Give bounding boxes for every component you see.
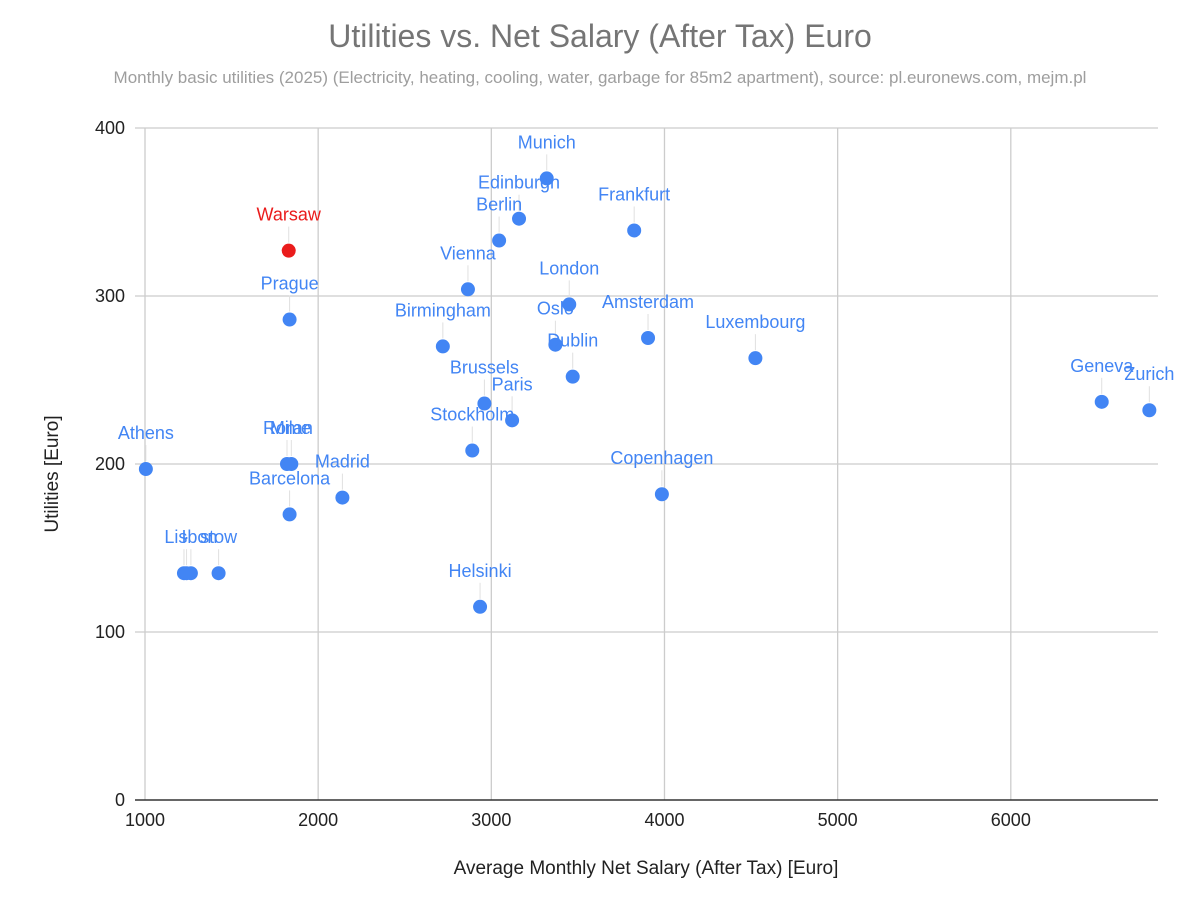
x-tick-label: 1000 [125,810,165,830]
data-point [492,233,507,248]
point-label: Luxembourg [705,312,805,332]
point-label: Edinburgh [478,173,560,193]
point-label: Copenhagen [610,448,713,468]
point-label: Paris [492,374,533,394]
y-axis-title: Utilities [Euro] [42,415,63,532]
data-points [138,171,1157,614]
point-label: Amsterdam [602,292,694,312]
point-label: Rome [263,418,311,438]
data-point [641,331,656,345]
point-label: Vienna [440,243,497,263]
data-point [548,337,563,352]
point-label: Madrid [315,452,370,472]
point-label: Warsaw [257,205,322,225]
data-point [335,490,350,505]
data-point [435,339,450,354]
data-point [282,312,297,327]
point-label: London [539,258,599,278]
x-axis-title: Average Monthly Net Salary (After Tax) [… [454,858,839,879]
data-point [627,223,642,238]
point-label: Berlin [476,195,522,215]
point-label: Frankfurt [598,184,670,204]
y-tick-label: 200 [95,454,125,474]
point-label: Zurich [1124,364,1174,384]
chart-subtitle: Monthly basic utilities (2025) (Electric… [113,68,1087,87]
x-tick-label: 2000 [298,810,338,830]
point-label: I [181,527,186,547]
point-label: Prague [261,274,319,294]
data-point [748,351,763,366]
y-tick-label: 0 [115,790,125,810]
data-point [539,171,554,186]
data-point [473,599,488,614]
y-tick-label: 400 [95,118,125,138]
data-point [1094,394,1109,409]
axes: 1000 2000 3000 4000 5000 6000 0 100 200 300 400 [95,118,1158,830]
data-point [282,507,297,522]
data-point [512,211,527,226]
y-tick-label: 100 [95,622,125,642]
data-point [477,396,492,411]
data-point [562,297,577,312]
point-label: Oslo [537,299,574,319]
point-label: Athens [118,423,174,443]
chart-title: Utilities vs. Net Salary (After Tax) Eur… [328,18,872,54]
data-point [281,243,296,258]
point-label: Geneva [1070,356,1134,376]
x-tick-label: 3000 [471,810,511,830]
data-point [654,487,669,502]
point-label: Dublin [547,331,598,351]
data-point [284,457,299,471]
point-label: Helsinki [449,561,512,581]
data-point [1142,403,1157,418]
point-label: Birmingham [395,300,491,320]
y-tick-label: 300 [95,286,125,306]
point-label: stow [200,527,238,547]
data-point [179,566,194,581]
label-leaders [145,154,1150,599]
data-point [565,369,580,384]
data-point [460,282,475,297]
point-label: Milan [270,418,313,438]
point-label: Munich [518,132,576,152]
point-label: Brussels [450,358,519,378]
x-tick-label: 6000 [991,810,1031,830]
data-point [505,413,520,428]
point-label: Stockholm [430,405,514,425]
data-point [211,566,226,581]
data-point [465,443,480,458]
point-label: Lisbon [164,527,217,547]
x-tick-label: 4000 [644,810,684,830]
point-label: Barcelona [249,468,331,488]
x-tick-label: 5000 [818,810,858,830]
data-point [138,462,153,477]
point-label: · [184,527,190,547]
